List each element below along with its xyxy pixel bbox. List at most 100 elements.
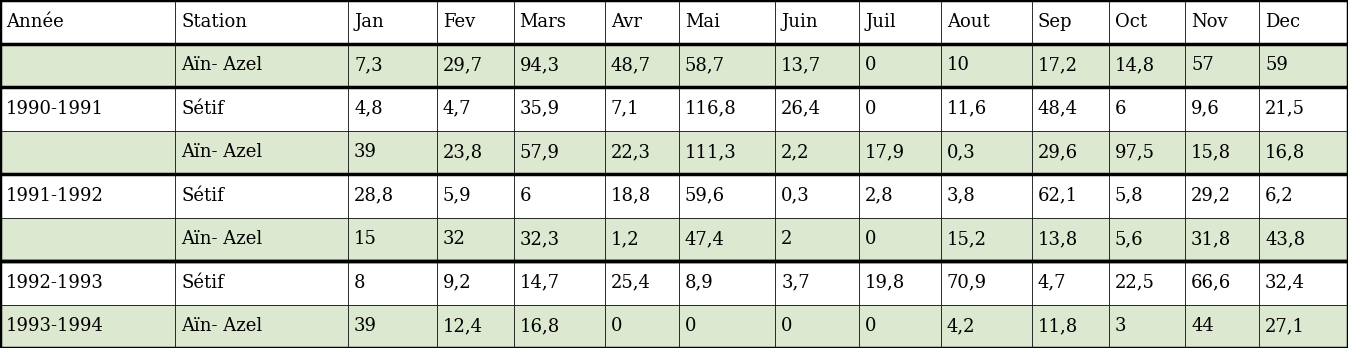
Text: Juin: Juin	[782, 13, 818, 31]
Bar	[1185, 261, 1259, 304]
Bar	[1259, 44, 1348, 87]
Text: 32: 32	[443, 230, 466, 248]
Text: 15: 15	[355, 230, 377, 248]
Bar	[348, 0, 437, 44]
Bar	[437, 261, 514, 304]
Text: 1,2: 1,2	[611, 230, 639, 248]
Bar	[514, 87, 605, 130]
Bar	[1033, 218, 1108, 261]
Text: 3,8: 3,8	[946, 187, 976, 205]
Bar	[1185, 304, 1259, 348]
Bar	[348, 87, 437, 130]
Text: 14,7: 14,7	[519, 274, 559, 292]
Text: 70,9: 70,9	[946, 274, 987, 292]
Bar	[1259, 130, 1348, 174]
Text: 57: 57	[1192, 56, 1213, 74]
Bar	[437, 44, 514, 87]
Text: Avr: Avr	[611, 13, 642, 31]
Text: 1990-1991: 1990-1991	[5, 100, 104, 118]
Text: 5,8: 5,8	[1115, 187, 1143, 205]
Text: 5,6: 5,6	[1115, 230, 1143, 248]
Text: 2,8: 2,8	[865, 187, 894, 205]
Bar	[775, 218, 859, 261]
Text: 11,8: 11,8	[1038, 317, 1078, 335]
Bar	[775, 304, 859, 348]
Text: 27,1: 27,1	[1266, 317, 1305, 335]
Bar	[1259, 0, 1348, 44]
Text: 15,2: 15,2	[946, 230, 987, 248]
Bar	[1108, 44, 1185, 87]
Bar	[605, 218, 679, 261]
Text: Juil: Juil	[865, 13, 896, 31]
Text: 0,3: 0,3	[946, 143, 976, 161]
Text: 26,4: 26,4	[782, 100, 821, 118]
Text: 29,7: 29,7	[443, 56, 483, 74]
Text: 39: 39	[355, 317, 377, 335]
Text: 0: 0	[865, 56, 876, 74]
Bar	[1108, 0, 1185, 44]
Text: 2,2: 2,2	[782, 143, 810, 161]
Bar	[605, 0, 679, 44]
Text: 0: 0	[865, 230, 876, 248]
Bar	[1185, 218, 1259, 261]
Bar	[348, 174, 437, 218]
Bar	[437, 87, 514, 130]
Bar	[0, 0, 175, 44]
Bar	[348, 218, 437, 261]
Text: Sep: Sep	[1038, 13, 1073, 31]
Text: 66,6: 66,6	[1192, 274, 1231, 292]
Text: Aïn- Azel: Aïn- Azel	[181, 230, 263, 248]
Bar	[941, 174, 1033, 218]
Text: 94,3: 94,3	[519, 56, 559, 74]
Bar	[437, 130, 514, 174]
Bar	[679, 261, 775, 304]
Text: 116,8: 116,8	[685, 100, 737, 118]
Bar	[1185, 0, 1259, 44]
Bar	[0, 44, 175, 87]
Bar	[514, 174, 605, 218]
Text: 3: 3	[1115, 317, 1126, 335]
Text: 4,7: 4,7	[443, 100, 472, 118]
Text: 6: 6	[1115, 100, 1126, 118]
Text: 48,7: 48,7	[611, 56, 651, 74]
Text: 9,6: 9,6	[1192, 100, 1220, 118]
Bar	[859, 87, 941, 130]
Bar	[437, 218, 514, 261]
Text: 39: 39	[355, 143, 377, 161]
Bar	[859, 130, 941, 174]
Bar	[859, 218, 941, 261]
Bar	[605, 130, 679, 174]
Text: 0: 0	[611, 317, 623, 335]
Bar	[775, 174, 859, 218]
Text: 111,3: 111,3	[685, 143, 737, 161]
Bar	[1108, 261, 1185, 304]
Text: 17,2: 17,2	[1038, 56, 1078, 74]
Text: Aïn- Azel: Aïn- Azel	[181, 56, 263, 74]
Bar	[941, 87, 1033, 130]
Text: 47,4: 47,4	[685, 230, 725, 248]
Bar	[605, 304, 679, 348]
Bar	[348, 261, 437, 304]
Bar	[1108, 130, 1185, 174]
Text: 44: 44	[1192, 317, 1213, 335]
Bar	[1185, 130, 1259, 174]
Bar	[175, 174, 348, 218]
Bar	[348, 130, 437, 174]
Bar	[941, 218, 1033, 261]
Text: Sétif: Sétif	[181, 274, 224, 292]
Text: 97,5: 97,5	[1115, 143, 1154, 161]
Bar	[859, 174, 941, 218]
Text: 57,9: 57,9	[519, 143, 559, 161]
Bar	[1033, 87, 1108, 130]
Bar	[1033, 261, 1108, 304]
Bar	[0, 218, 175, 261]
Text: 8,9: 8,9	[685, 274, 713, 292]
Text: 28,8: 28,8	[355, 187, 394, 205]
Bar	[605, 261, 679, 304]
Bar	[348, 304, 437, 348]
Bar	[1033, 304, 1108, 348]
Bar	[1033, 0, 1108, 44]
Bar	[605, 44, 679, 87]
Bar	[348, 44, 437, 87]
Bar	[175, 87, 348, 130]
